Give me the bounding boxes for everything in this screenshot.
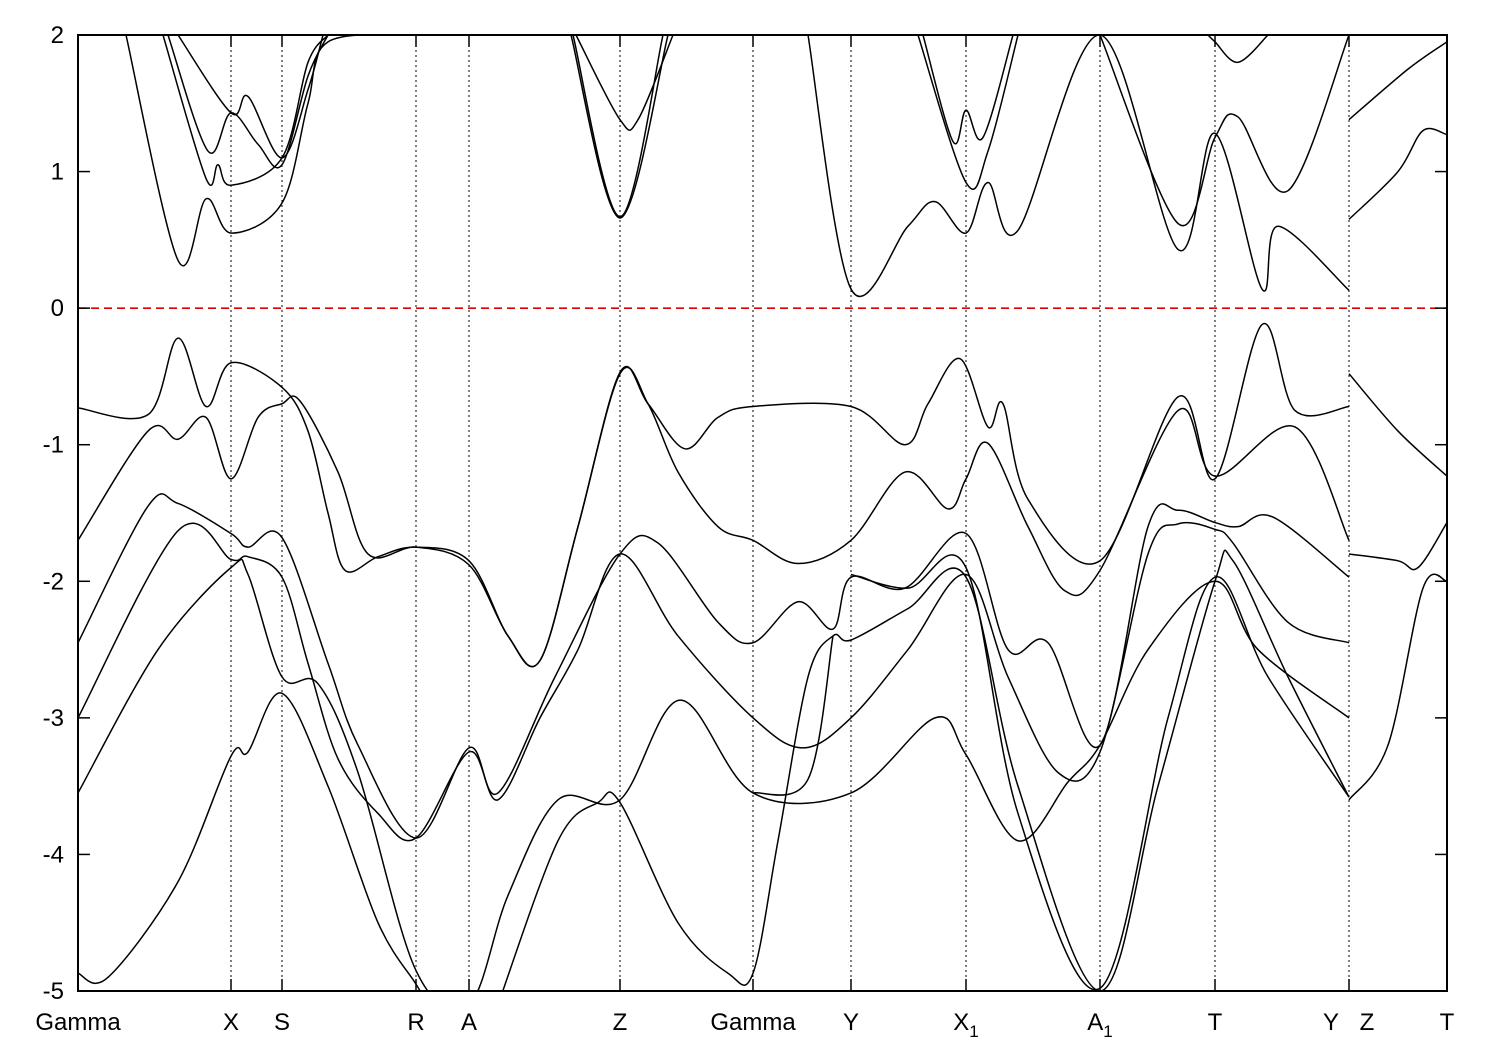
kpoint-label: Gamma: [710, 1009, 796, 1036]
kpoint-label: A1: [1087, 1009, 1112, 1041]
band-line-3: [78, 521, 1350, 842]
kpoint-label: R: [407, 1009, 424, 1036]
band-line-7: [807, 35, 1350, 298]
kpoint-label: Y: [1323, 1009, 1339, 1036]
x-axis: Gamma X S R A Z Gamma Y X1 A1 T Y Z T: [35, 35, 1455, 1041]
band-line-0: [78, 322, 1350, 668]
kpoint-label: Y: [843, 1009, 859, 1036]
band-line-1: [78, 366, 1350, 668]
y-tick-label: -1: [43, 432, 64, 459]
y-axis: 2 1 0 -1 -2 -3 -4 -5: [43, 22, 1447, 1005]
kpoint-label: Z: [613, 1009, 628, 1036]
y-tick-label: -2: [43, 568, 64, 595]
band-line-6: [850, 554, 1350, 991]
y-tick-label: 1: [51, 159, 64, 186]
band-line-13: [1348, 573, 1447, 801]
kpoint-label: Gamma: [35, 1009, 121, 1036]
band-line-11: [1348, 373, 1447, 477]
band-line-8: [1099, 35, 1350, 227]
y-tick-label: -3: [43, 705, 64, 732]
plot-frame: [77, 34, 1448, 992]
band-line-7: [570, 35, 669, 219]
y-tick-label: 2: [51, 22, 64, 49]
kpoint-label: Z: [1360, 1009, 1375, 1036]
kpoint-label: X1: [953, 1009, 978, 1041]
band-line-8: [572, 35, 664, 218]
band-line-10: [177, 35, 324, 159]
band-line-5: [78, 692, 421, 991]
band-line-2: [78, 493, 1350, 839]
band-line-4: [78, 558, 1350, 991]
bands: [78, 35, 1447, 991]
kpoint-label: S: [274, 1009, 290, 1036]
band-line-5: [502, 549, 1350, 991]
kpoint-label: A: [461, 1009, 477, 1036]
band-line-9: [1207, 35, 1269, 64]
band-line-9: [575, 35, 674, 132]
band-line-12: [1348, 522, 1447, 571]
band-line-8: [162, 35, 329, 187]
band-line-14: [1348, 41, 1447, 121]
kpoint-label: T: [1440, 1009, 1455, 1036]
kpoint-label: T: [1208, 1009, 1223, 1036]
y-tick-label: 0: [51, 295, 64, 322]
band-line-9: [167, 35, 329, 169]
band-line-8: [917, 35, 1019, 190]
band-line-6: [752, 635, 834, 796]
kpoint-label: X: [223, 1009, 239, 1036]
band-line-9: [922, 35, 1014, 145]
band-line-7: [125, 35, 417, 267]
y-tick-label: -5: [43, 978, 64, 1005]
kpoint-guides: [230, 35, 1350, 991]
y-tick-label: -4: [43, 841, 64, 868]
band-line-15: [1348, 127, 1447, 220]
